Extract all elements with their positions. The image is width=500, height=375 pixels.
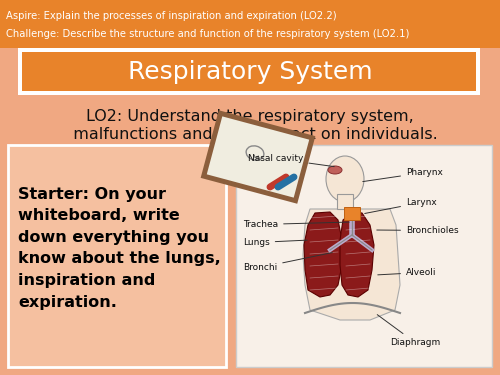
Text: Aspire: Explain the processes of inspiration and expiration (LO2.2): Aspire: Explain the processes of inspira…	[6, 11, 336, 21]
Bar	[18, 48, 480, 95]
Text: Diaphragm: Diaphragm	[377, 315, 440, 347]
Bar	[344, 207, 360, 220]
Bar	[0, 0, 500, 48]
Text: Nasal cavity: Nasal cavity	[248, 154, 334, 166]
Text: Bronchioles: Bronchioles	[377, 226, 458, 235]
Bar	[236, 145, 492, 367]
Text: Respiratory System: Respiratory System	[128, 60, 372, 84]
Bar	[8, 145, 226, 367]
Text: Larynx: Larynx	[364, 198, 437, 213]
Text: Bronchi: Bronchi	[243, 253, 332, 272]
Text: malfunctions and their impact on individuals.: malfunctions and their impact on individ…	[62, 128, 438, 142]
Text: Lungs: Lungs	[243, 238, 307, 247]
Text: LO2: Understand the respiratory system,: LO2: Understand the respiratory system,	[86, 110, 414, 125]
Text: Starter: On your
whiteboard, write
down everything you
know about the lungs,
ins: Starter: On your whiteboard, write down …	[18, 186, 221, 309]
Polygon shape	[207, 116, 309, 198]
Polygon shape	[303, 209, 400, 320]
Ellipse shape	[328, 166, 342, 174]
Polygon shape	[200, 110, 316, 204]
Polygon shape	[304, 212, 342, 297]
Text: Alveoli: Alveoli	[378, 268, 436, 277]
Bar	[337, 194, 353, 209]
Text: Challenge: Describe the structure and function of the respiratory system (LO2.1): Challenge: Describe the structure and fu…	[6, 29, 409, 39]
Bar	[22, 52, 476, 91]
Text: Pharynx: Pharynx	[363, 168, 443, 182]
Polygon shape	[340, 212, 374, 297]
Text: ᴗ: ᴗ	[250, 149, 260, 161]
Ellipse shape	[326, 156, 364, 202]
Text: Trachea: Trachea	[243, 220, 349, 229]
